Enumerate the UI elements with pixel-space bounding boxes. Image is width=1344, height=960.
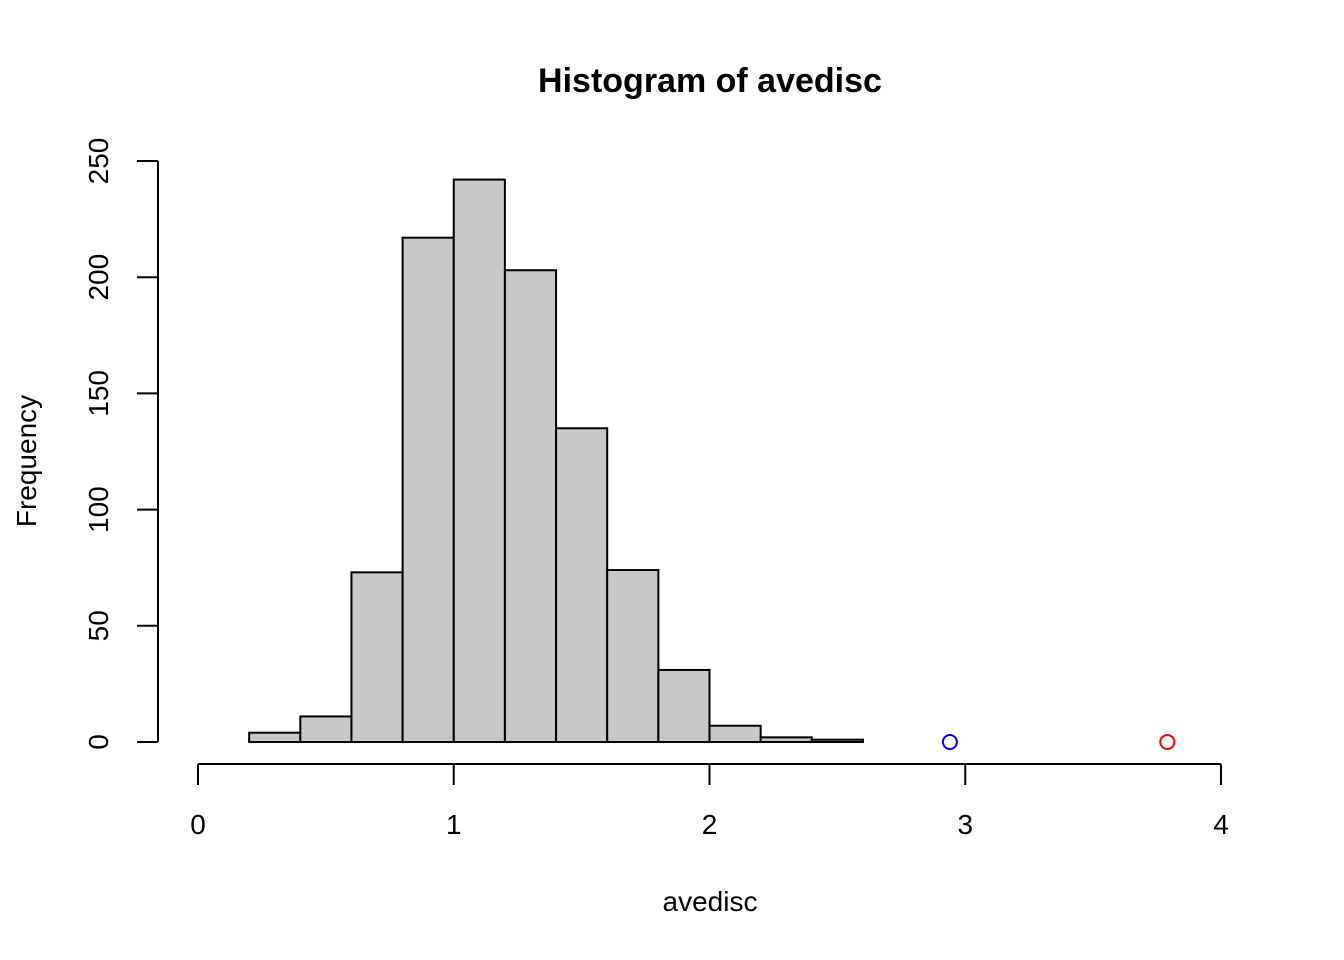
histogram-bar — [759, 736, 813, 743]
histogram-bar — [350, 571, 404, 744]
histogram-bar — [503, 269, 558, 743]
marker-points — [941, 734, 1176, 750]
histogram-bar — [810, 738, 864, 744]
histogram-bar — [299, 715, 353, 743]
histogram-bar — [606, 569, 660, 743]
y-axis: 0 50 100 150 200 250 — [83, 138, 159, 750]
histogram-bar — [401, 236, 455, 744]
bars — [248, 178, 864, 744]
histogram-bar — [657, 668, 711, 743]
y-tick-label: 0 — [83, 734, 114, 750]
marker-point — [941, 734, 958, 750]
histogram-bar — [555, 427, 609, 743]
y-tick-label: 100 — [83, 486, 114, 533]
x-tick-label: 4 — [1213, 809, 1229, 840]
histogram-bar — [708, 724, 762, 743]
y-tick-label: 250 — [83, 138, 114, 185]
chart-title: Histogram of avedisc — [538, 62, 882, 100]
histogram-bar — [452, 178, 506, 744]
x-tick-label: 2 — [702, 809, 718, 840]
x-tick-label: 3 — [957, 809, 973, 840]
y-axis-title: Frequency — [11, 395, 42, 527]
x-axis: 0 1 2 3 4 — [190, 763, 1229, 840]
y-tick-label: 50 — [83, 610, 114, 641]
x-tick-label: 1 — [446, 809, 462, 840]
y-tick-label: 200 — [83, 254, 114, 301]
y-tick-label: 150 — [83, 370, 114, 417]
marker-point — [1159, 734, 1176, 750]
x-tick-label: 0 — [190, 809, 206, 840]
histogram-bar — [248, 731, 302, 743]
x-axis-title: avedisc — [663, 886, 758, 917]
